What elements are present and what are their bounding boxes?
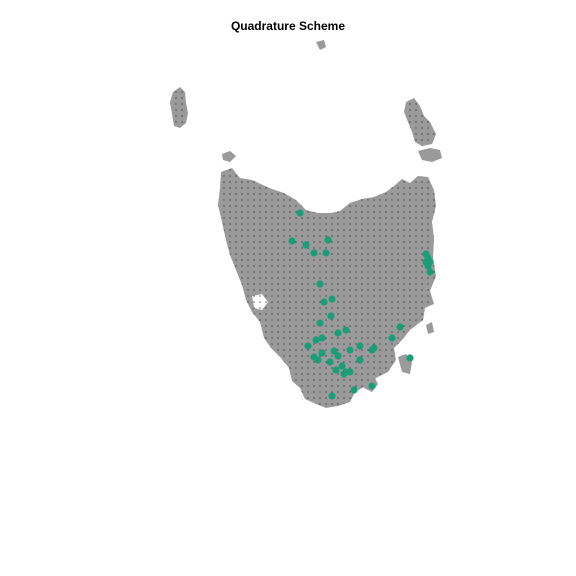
data-point	[328, 295, 336, 303]
data-point	[340, 370, 348, 378]
data-point	[310, 249, 318, 257]
data-point	[320, 298, 328, 306]
data-point	[334, 352, 342, 360]
land-cape-barren-island	[418, 148, 442, 162]
data-point	[328, 392, 336, 400]
dummy-points-mainland	[218, 168, 436, 408]
data-point	[302, 241, 310, 249]
data-point	[370, 344, 378, 352]
data-point	[316, 319, 324, 327]
data-point	[332, 366, 340, 374]
data-point	[316, 280, 324, 288]
data-point	[304, 342, 312, 350]
data-point	[334, 329, 342, 337]
data-point	[338, 362, 346, 370]
dummy-points-flinders	[404, 98, 436, 146]
data-point	[314, 356, 322, 364]
data-point	[368, 382, 376, 390]
data-point	[406, 354, 414, 362]
land-small-island-north	[316, 40, 326, 50]
data-point	[388, 334, 396, 342]
data-point	[346, 368, 354, 376]
data-point	[356, 342, 364, 350]
data-point	[322, 249, 330, 257]
data-point	[318, 349, 326, 357]
data-point	[356, 356, 364, 364]
data-point	[346, 346, 354, 354]
dummy-points-king-island	[170, 87, 188, 128]
data-point	[312, 336, 320, 344]
data-points-group	[288, 209, 434, 400]
data-point	[350, 386, 358, 394]
data-point	[424, 262, 432, 270]
plot-title: Quadrature Scheme	[230, 19, 346, 33]
data-point	[342, 326, 350, 334]
land-small-island-nw	[222, 151, 236, 162]
data-point	[327, 312, 335, 320]
data-point	[288, 237, 296, 245]
data-point	[426, 268, 434, 276]
data-point	[318, 334, 326, 342]
land-east-islet	[426, 322, 434, 334]
dummy-points-group	[170, 87, 436, 408]
data-point	[324, 236, 332, 244]
data-point	[296, 209, 304, 217]
data-point	[396, 323, 404, 331]
data-point	[326, 358, 334, 366]
data-point	[330, 347, 338, 355]
